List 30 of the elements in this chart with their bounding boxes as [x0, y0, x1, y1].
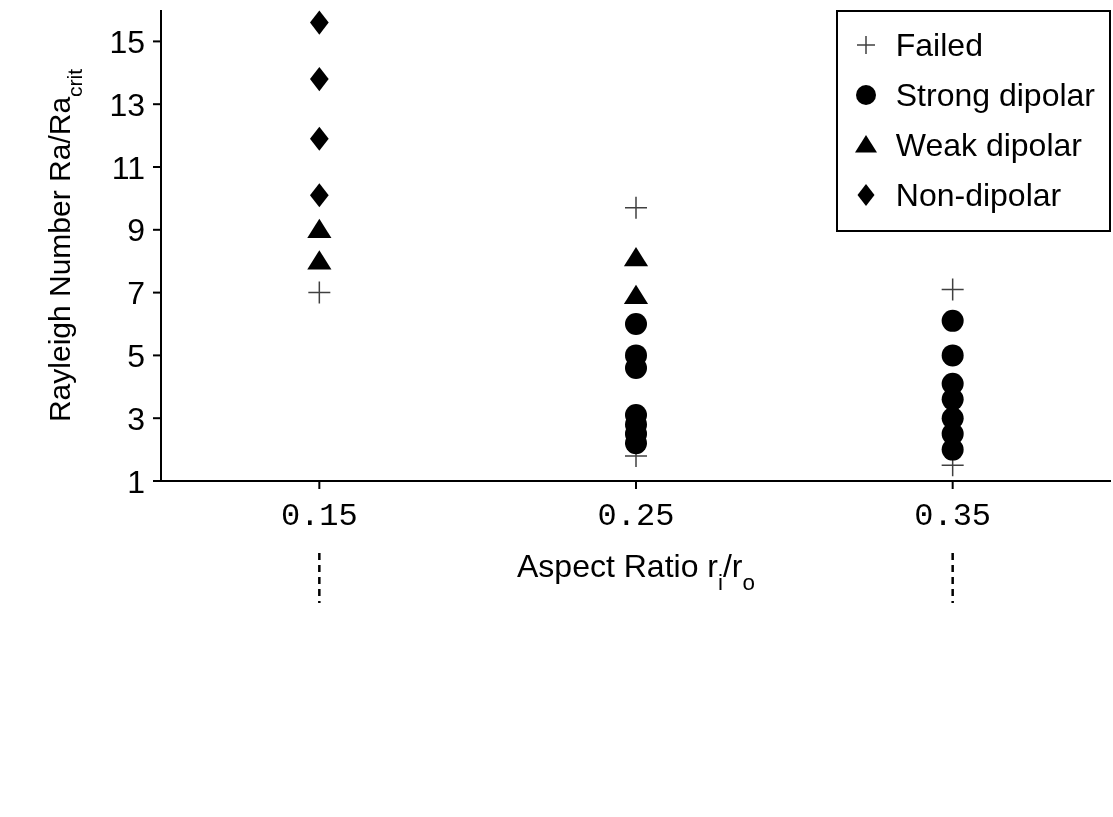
point — [623, 284, 649, 304]
legend-label: Non-dipolar — [895, 176, 1062, 214]
x-tick-label: 0.15 — [280, 498, 358, 535]
point — [309, 183, 329, 208]
point — [307, 250, 332, 270]
point — [623, 247, 649, 267]
y-tick-label: 5 — [127, 337, 145, 374]
point — [941, 309, 964, 332]
y-tick-label: 11 — [111, 149, 145, 186]
point — [309, 66, 329, 92]
point — [307, 218, 332, 239]
x-tick-label: 0.25 — [597, 498, 675, 535]
y-tick-label: 9 — [127, 212, 145, 249]
y-tick-label: 13 — [109, 86, 145, 123]
x-tick-label: 0.35 — [914, 498, 992, 535]
y-tick-label: 7 — [127, 275, 145, 312]
point — [309, 126, 329, 151]
y-tick-label: 15 — [109, 23, 145, 60]
y-tick-label: 1 — [127, 463, 145, 500]
point — [309, 10, 329, 35]
point — [941, 344, 964, 367]
point — [941, 438, 964, 461]
x-axis-title: Aspect Ratio r$_{i}$/r$_{o}$ — [517, 548, 755, 595]
y-tick-label: 3 — [127, 400, 145, 437]
legend-label: Weak dipolar — [895, 126, 1082, 164]
legend-label: Strong dipolar — [895, 76, 1095, 114]
legend-label: Failed — [895, 26, 983, 64]
point — [625, 196, 647, 219]
point — [625, 313, 647, 335]
point — [941, 388, 964, 411]
